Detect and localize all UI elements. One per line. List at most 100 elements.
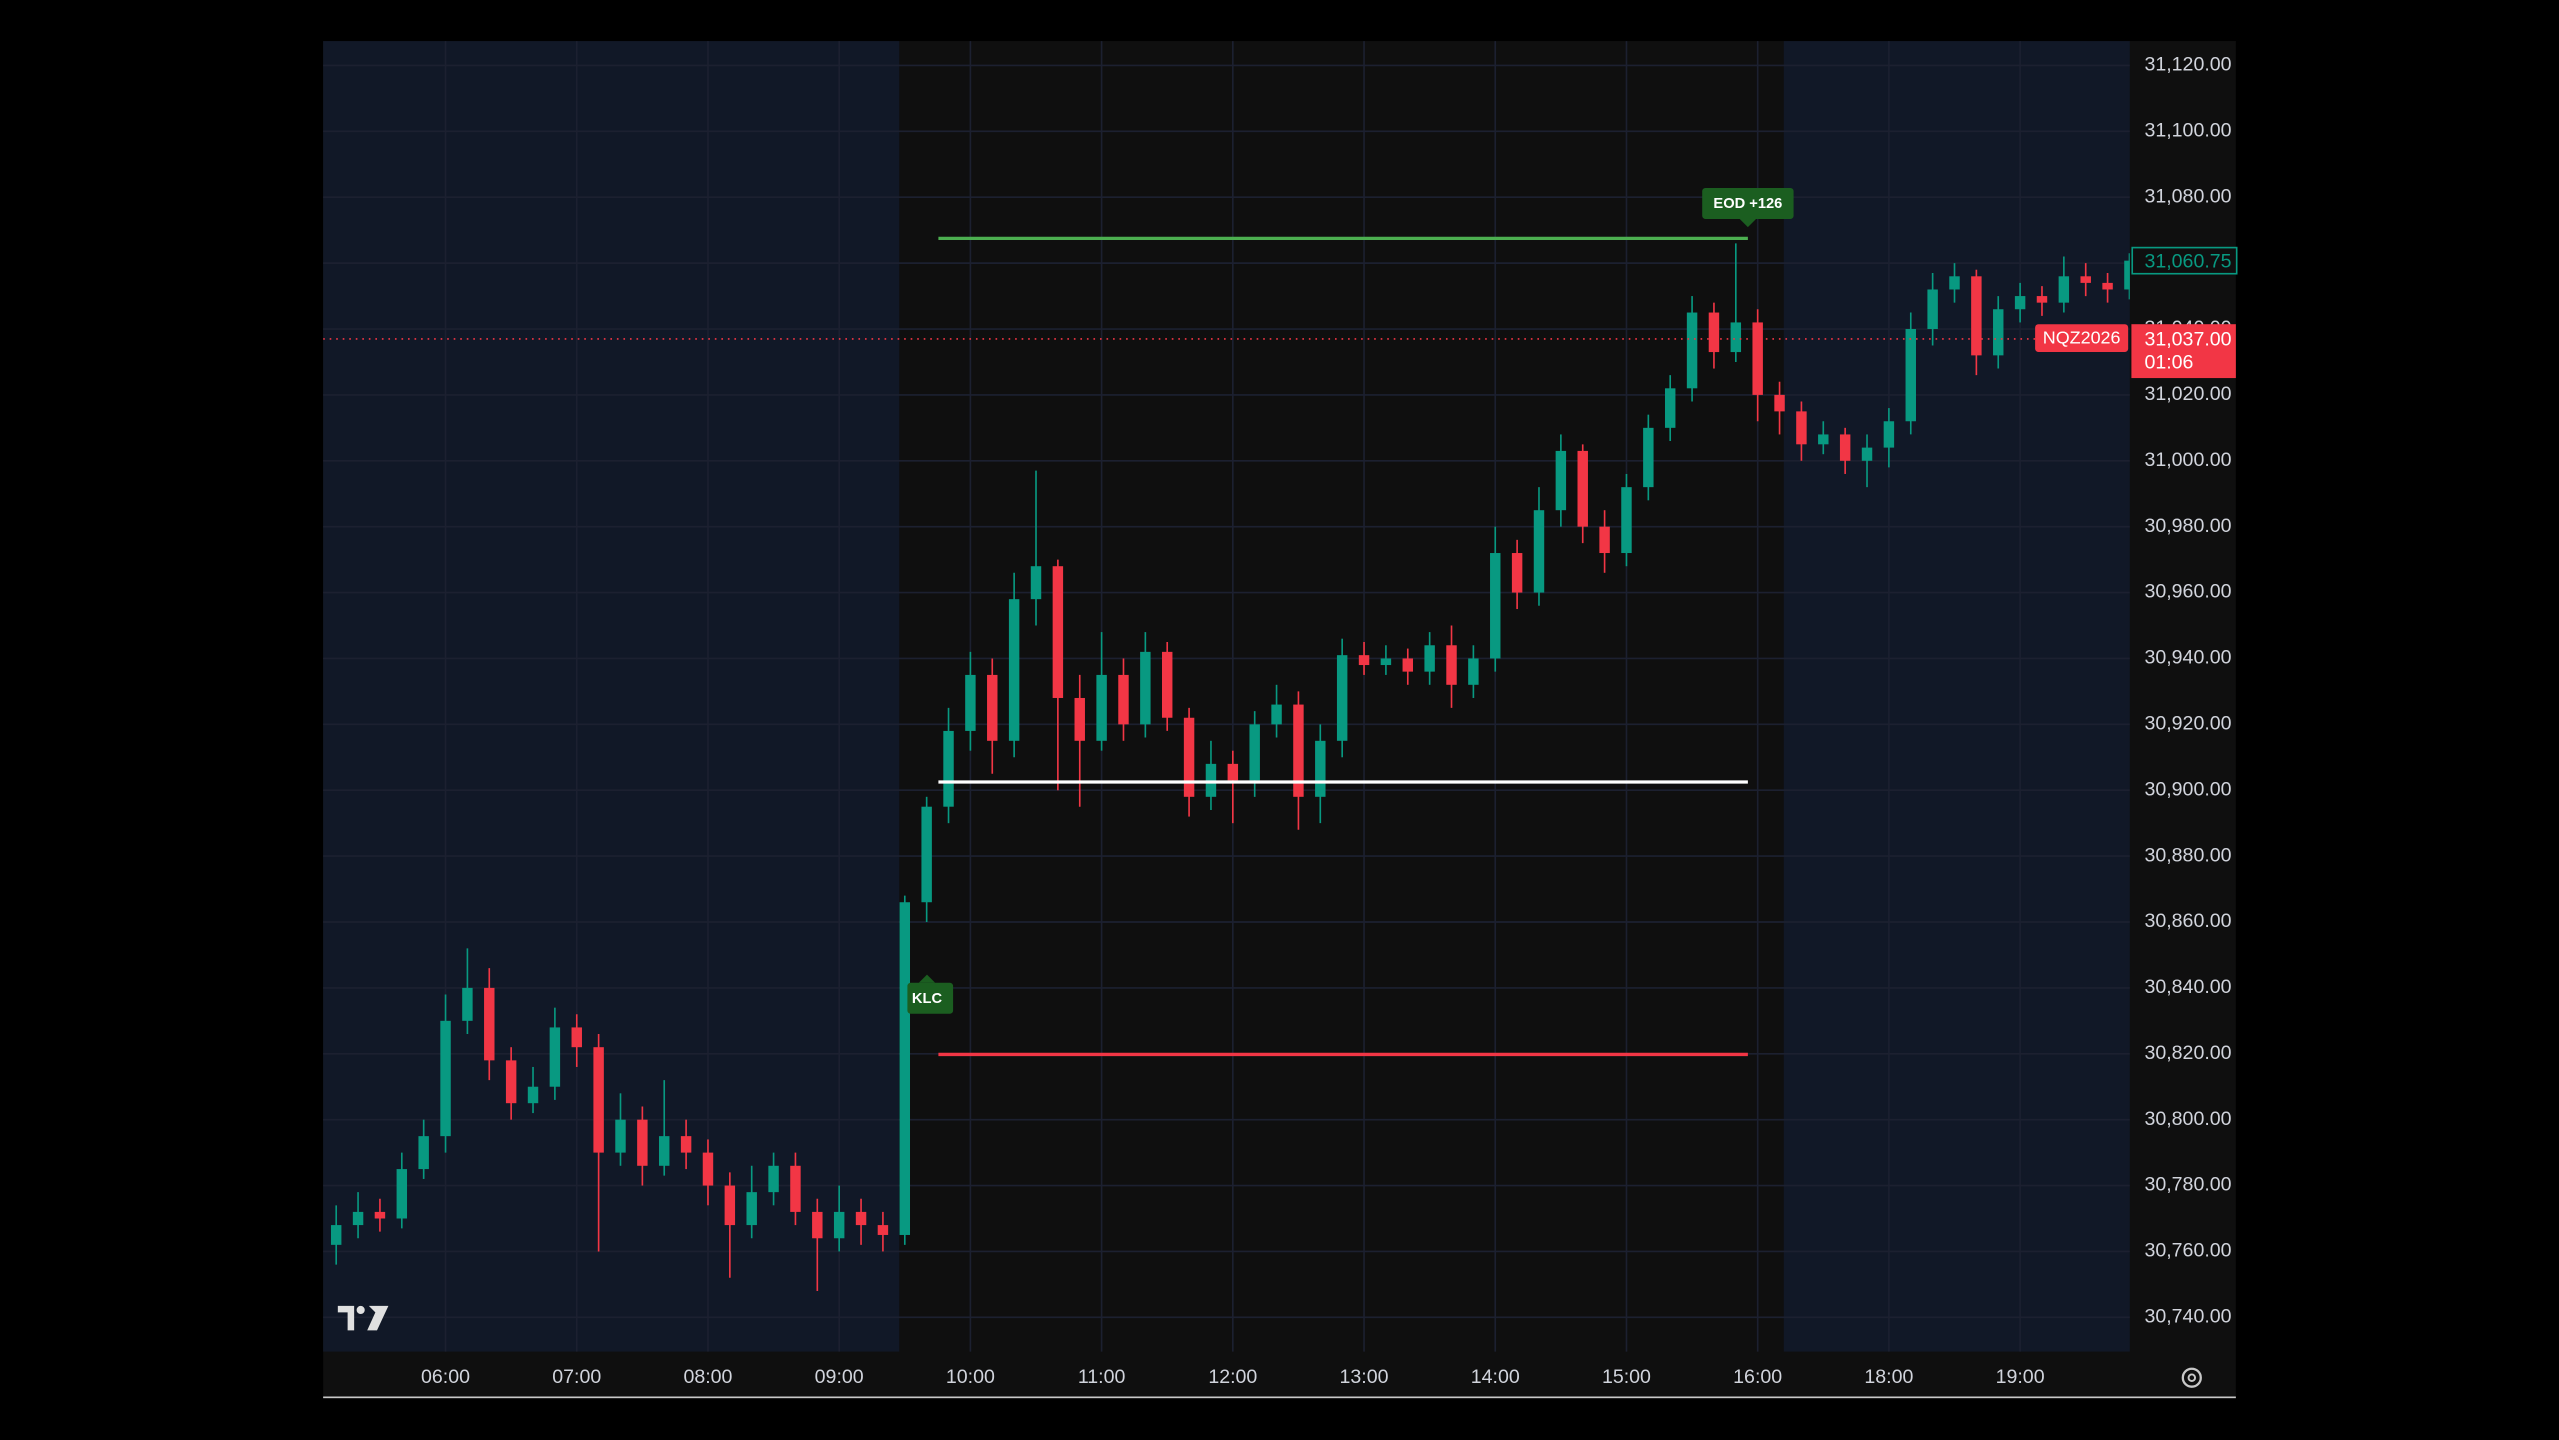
tradingview-logo (337, 1305, 389, 1331)
y-tick-label: 30,760.00 (2144, 1240, 2231, 1262)
annotation-box (907, 982, 954, 1014)
settings-icon-center[interactable] (2187, 1373, 2197, 1382)
price-axis: 31,120.0031,100.0031,080.0031,060.0031,0… (2144, 54, 2231, 1328)
annotation-pointer (918, 974, 936, 983)
candle-body (1249, 724, 1260, 781)
candle-body (462, 987, 473, 1021)
x-tick-label: 07:00 (552, 1366, 601, 1388)
candle-body (2124, 260, 2130, 290)
candle-body (1621, 487, 1632, 554)
candle-body (1205, 763, 1217, 797)
premarket-session (323, 41, 900, 1352)
candle-body (1271, 704, 1282, 725)
last-price-label: 31,060.75 (2144, 250, 2231, 272)
y-tick-label: 31,100.00 (2144, 120, 2231, 142)
candle-body (637, 1119, 648, 1166)
candle-body (1315, 740, 1326, 797)
candle-body (1424, 645, 1435, 672)
candle-body (1599, 526, 1610, 554)
candle-body (1927, 289, 1938, 330)
candle-body (2014, 296, 2026, 310)
candle-body (1664, 388, 1676, 428)
candle-body (1861, 447, 1873, 461)
candle-body (1971, 276, 1982, 356)
candle-body (943, 730, 954, 807)
candle-body (1949, 276, 1960, 290)
candle-body (833, 1211, 845, 1239)
candle-body (1358, 655, 1370, 666)
y-tick-label: 31,080.00 (2144, 185, 2231, 207)
x-tick-label: 10:00 (946, 1366, 995, 1388)
x-tick-label: 11:00 (1078, 1366, 1126, 1388)
candle-body (1511, 553, 1523, 593)
candle-body (2102, 282, 2113, 290)
candle-body (768, 1165, 779, 1193)
annotation-pointer (1739, 218, 1757, 228)
candle-body (418, 1136, 429, 1170)
candle-body (549, 1027, 561, 1087)
candle-body (1446, 645, 1457, 685)
candle-body (702, 1152, 714, 1186)
symbol-name-box (2035, 324, 2129, 352)
symbol-price-box (2131, 324, 2236, 379)
klc-annotation: KLC (907, 974, 954, 1014)
candle-body (1096, 674, 1107, 741)
y-tick-label: 30,800.00 (2144, 1108, 2231, 1130)
settings-button[interactable] (2181, 1367, 2202, 1388)
candle-body (571, 1027, 582, 1048)
y-tick-label: 30,780.00 (2144, 1174, 2231, 1196)
candle-body (899, 902, 911, 1235)
candle-body (593, 1047, 604, 1153)
settings-icon[interactable] (2181, 1367, 2202, 1388)
candle-body (1052, 566, 1064, 698)
candle-body (921, 806, 932, 903)
candle-body (1883, 421, 1895, 448)
candle-body (724, 1185, 736, 1226)
candle-body (659, 1136, 670, 1166)
candle-body (2058, 276, 2070, 303)
candle-body (352, 1211, 364, 1226)
y-tick-label: 30,940.00 (2144, 647, 2231, 669)
symbol-name: NQZ2026 (2043, 328, 2121, 348)
candle-body (812, 1211, 823, 1239)
candle-body (615, 1119, 626, 1153)
candle-body (1533, 510, 1545, 593)
candle-body (2080, 276, 2091, 283)
logo-mark (337, 1305, 389, 1331)
candle-body (1380, 658, 1392, 666)
grid (323, 41, 2130, 1352)
candle-body (680, 1136, 692, 1153)
candle-body (1118, 674, 1129, 725)
y-tick-label: 30,900.00 (2144, 778, 2231, 800)
y-tick-label: 30,980.00 (2144, 515, 2231, 537)
candle-body (396, 1169, 408, 1219)
candle-body (790, 1165, 801, 1212)
candle-body (1293, 704, 1304, 797)
x-tick-label: 06:00 (421, 1366, 470, 1388)
x-tick-label: 14:00 (1471, 1366, 1520, 1388)
plot-area (323, 236, 2130, 1291)
y-tick-label: 30,920.00 (2144, 713, 2231, 735)
candle-body (1730, 322, 1742, 353)
candle-body (1468, 658, 1479, 685)
candle-body (1227, 763, 1239, 781)
candle-body (1818, 434, 1829, 445)
annotation-text: KLC (912, 991, 943, 1007)
candle-body (1774, 394, 1785, 412)
x-tick-label: 16:00 (1733, 1366, 1782, 1388)
symbol-price-label: 31,037.00 (2144, 329, 2231, 351)
y-tick-label: 30,840.00 (2144, 976, 2231, 998)
y-tick-label: 31,120.00 (2144, 54, 2231, 76)
x-tick-label: 19:00 (1996, 1366, 2045, 1388)
candle-body (374, 1211, 386, 1219)
candle-body (1555, 450, 1567, 511)
last-price-box (2131, 246, 2238, 275)
annotation-box (1702, 187, 1794, 219)
annotation-text: EOD +126 (1713, 196, 1782, 212)
candle-body (2036, 296, 2048, 303)
y-tick-label: 30,740.00 (2144, 1306, 2231, 1328)
candle-body (1336, 655, 1348, 741)
x-tick-label: 08:00 (683, 1366, 732, 1388)
